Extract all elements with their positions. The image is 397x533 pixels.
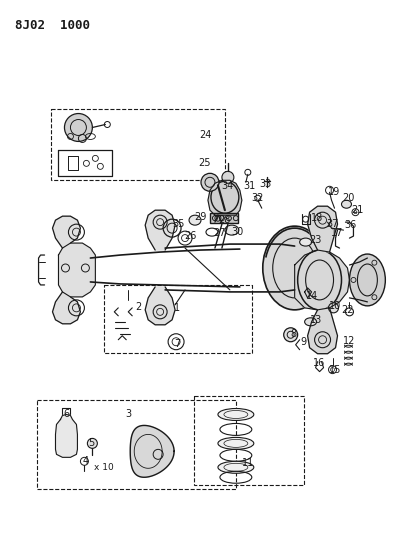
Text: 15: 15 [330, 365, 342, 375]
Text: 17: 17 [331, 228, 344, 238]
Text: 10: 10 [330, 301, 342, 311]
Text: 20: 20 [342, 193, 355, 203]
Text: 2: 2 [135, 302, 141, 312]
Ellipse shape [211, 181, 239, 213]
Ellipse shape [218, 462, 254, 473]
Text: 11: 11 [242, 458, 254, 469]
Text: 31: 31 [244, 181, 256, 191]
Bar [194, 395, 304, 485]
Polygon shape [308, 206, 337, 252]
Polygon shape [58, 243, 95, 297]
Ellipse shape [218, 408, 254, 421]
Ellipse shape [218, 438, 254, 449]
Text: 34: 34 [222, 181, 234, 191]
Text: 27: 27 [214, 228, 226, 238]
Text: 25: 25 [199, 158, 211, 168]
Ellipse shape [225, 225, 239, 235]
Polygon shape [208, 180, 242, 215]
Polygon shape [145, 210, 175, 250]
Polygon shape [52, 292, 81, 324]
Text: 35: 35 [172, 219, 184, 229]
Text: 8J02  1000: 8J02 1000 [15, 19, 90, 32]
Text: 30: 30 [232, 227, 244, 237]
Text: 6: 6 [64, 409, 69, 419]
Ellipse shape [349, 254, 385, 306]
Text: 3: 3 [125, 409, 131, 419]
Ellipse shape [263, 226, 327, 310]
Text: 32: 32 [252, 193, 264, 203]
Text: 37: 37 [326, 219, 339, 229]
Bar [50, 109, 225, 180]
Text: 12: 12 [343, 336, 356, 346]
Text: 19: 19 [328, 187, 341, 197]
Text: 18: 18 [310, 213, 323, 223]
Text: 36: 36 [344, 220, 357, 230]
Text: 22: 22 [341, 305, 354, 315]
Ellipse shape [341, 200, 351, 208]
Text: 14: 14 [305, 291, 318, 301]
Ellipse shape [222, 171, 234, 183]
Polygon shape [56, 415, 77, 457]
Text: 21: 21 [351, 205, 364, 215]
Ellipse shape [284, 328, 298, 342]
Polygon shape [295, 250, 349, 310]
Text: 16: 16 [314, 358, 326, 368]
Text: 5: 5 [88, 438, 94, 448]
Polygon shape [145, 287, 175, 325]
Ellipse shape [300, 238, 312, 246]
Text: 4: 4 [82, 456, 89, 466]
Text: 9: 9 [301, 337, 307, 347]
Ellipse shape [201, 173, 219, 191]
Text: 13: 13 [310, 315, 322, 325]
Text: 23: 23 [309, 235, 322, 245]
Ellipse shape [329, 303, 339, 313]
Text: 26: 26 [184, 231, 196, 241]
Text: 29: 29 [194, 212, 206, 222]
Ellipse shape [64, 114, 93, 141]
Ellipse shape [298, 250, 341, 310]
Text: 7: 7 [174, 339, 180, 349]
Text: x 10: x 10 [94, 463, 114, 472]
Bar [37, 400, 236, 489]
Text: 33: 33 [260, 179, 272, 189]
Polygon shape [130, 425, 174, 477]
Text: 24: 24 [199, 131, 211, 141]
Text: 28: 28 [219, 215, 231, 225]
Text: 8: 8 [291, 329, 297, 339]
FancyBboxPatch shape [210, 213, 238, 223]
Bar [104, 285, 252, 353]
Polygon shape [308, 308, 337, 354]
Ellipse shape [304, 318, 316, 326]
Polygon shape [52, 216, 81, 248]
Ellipse shape [189, 215, 201, 225]
Ellipse shape [87, 439, 97, 448]
Text: 1: 1 [174, 303, 180, 313]
